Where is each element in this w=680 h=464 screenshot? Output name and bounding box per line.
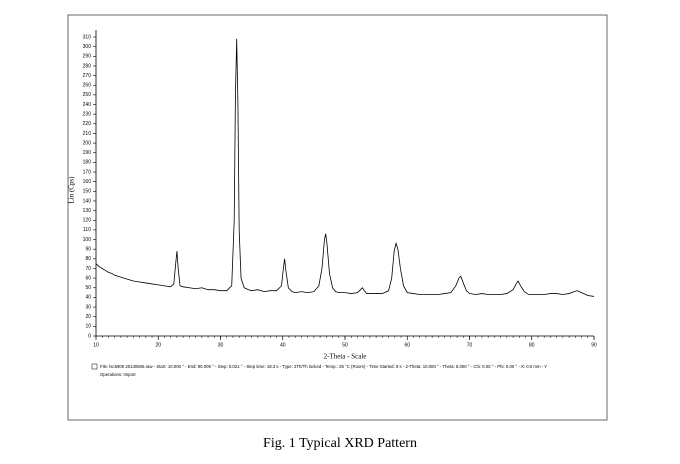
x-tick-label: 90 bbox=[591, 342, 597, 348]
caption: Fig. 1 Typical XRD Pattern bbox=[263, 436, 417, 451]
info-line: File: lsc5900 20140506.raw - Start: 10.0… bbox=[100, 364, 547, 369]
y-tick-label: 250 bbox=[83, 92, 92, 98]
x-tick-label: 40 bbox=[280, 342, 286, 348]
y-tick-label: 50 bbox=[85, 285, 91, 291]
y-tick-label: 200 bbox=[83, 140, 92, 146]
y-tick-label: 280 bbox=[83, 63, 92, 69]
y-tick-label: 210 bbox=[83, 131, 92, 137]
y-tick-label: 70 bbox=[85, 266, 91, 272]
y-tick-label: 310 bbox=[83, 34, 92, 40]
x-axis-label: 2-Theta - Scale bbox=[324, 353, 367, 361]
x-tick-label: 10 bbox=[93, 342, 99, 348]
file-icon bbox=[91, 363, 98, 370]
operations: Operations: Import bbox=[100, 372, 136, 377]
x-tick-label: 20 bbox=[155, 342, 161, 348]
y-tick-label: 40 bbox=[85, 295, 91, 301]
y-tick-label: 220 bbox=[83, 121, 92, 127]
y-tick-label: 60 bbox=[85, 275, 91, 281]
y-tick-label: 120 bbox=[83, 218, 92, 224]
x-tick-label: 60 bbox=[404, 342, 410, 348]
y-tick-label: 290 bbox=[83, 54, 92, 60]
y-tick-label: 100 bbox=[83, 237, 92, 243]
y-tick-label: 140 bbox=[83, 198, 92, 204]
x-tick-label: 50 bbox=[342, 342, 348, 348]
y-tick-label: 0 bbox=[88, 333, 91, 339]
y-tick-label: 190 bbox=[83, 150, 92, 156]
y-tick-label: 90 bbox=[85, 247, 91, 253]
y-tick-label: 170 bbox=[83, 169, 92, 175]
y-tick-label: 260 bbox=[83, 83, 92, 89]
y-tick-label: 300 bbox=[83, 44, 92, 50]
y-tick-label: 270 bbox=[83, 73, 92, 79]
x-tick-label: 30 bbox=[218, 342, 224, 348]
y-tick-label: 130 bbox=[83, 208, 92, 214]
y-tick-label: 110 bbox=[83, 227, 91, 233]
x-tick-label: 70 bbox=[467, 342, 473, 348]
y-tick-label: 240 bbox=[83, 102, 92, 108]
y-tick-label: 80 bbox=[85, 256, 91, 262]
frame bbox=[67, 14, 608, 421]
y-tick-label: 160 bbox=[83, 179, 92, 185]
y-tick-label: 20 bbox=[85, 314, 91, 320]
x-tick-label: 80 bbox=[529, 342, 535, 348]
y-tick-label: 150 bbox=[83, 189, 92, 195]
y-tick-label: 30 bbox=[85, 304, 91, 310]
xrd-line bbox=[95, 38, 595, 297]
y-axis-label: Lin (Cps) bbox=[68, 176, 76, 204]
y-tick-label: 10 bbox=[85, 324, 91, 330]
y-tick-label: 230 bbox=[83, 111, 92, 117]
y-tick-label: 180 bbox=[83, 160, 92, 166]
